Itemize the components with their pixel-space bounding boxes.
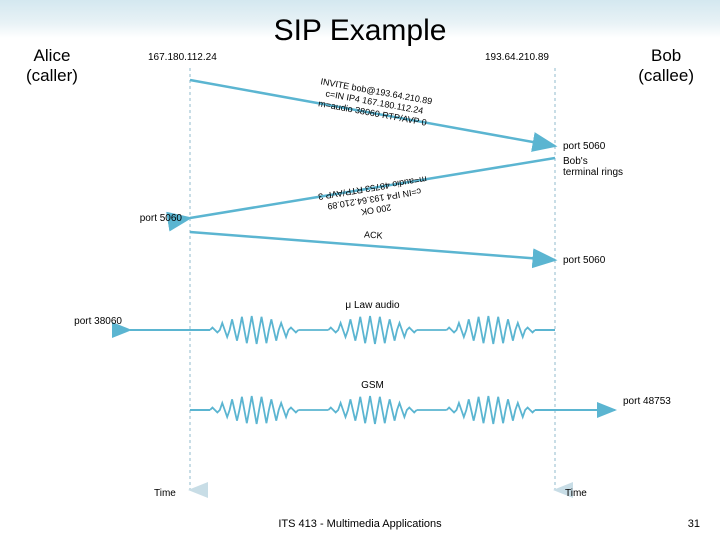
msg-text-2-0: ACK xyxy=(364,229,383,240)
port-label-2: port 5060 xyxy=(563,255,606,266)
msg-note-0-0: Bob's xyxy=(563,156,588,167)
audio-label-0: μ Law audio xyxy=(345,300,400,311)
audio-label-1: GSM xyxy=(361,380,384,391)
time-label-alice: Time xyxy=(154,488,176,499)
port-label-1: port 5060 xyxy=(140,213,183,224)
audio-wave-0 xyxy=(210,316,535,344)
bob-ip: 193.64.210.89 xyxy=(485,52,549,63)
alice-ip: 167.180.112.24 xyxy=(148,52,217,63)
sequence-diagram: 167.180.112.24193.64.210.89INVITE bob@19… xyxy=(0,50,720,520)
time-label-bob: Time xyxy=(565,488,587,499)
audio-wave-1 xyxy=(210,396,535,424)
port-label-0: port 5060 xyxy=(563,141,606,152)
msg-note-0-1: terminal rings xyxy=(563,167,623,178)
page-title: SIP Example xyxy=(0,14,720,48)
audio-port-0: port 38060 xyxy=(74,316,122,327)
audio-port-1: port 48753 xyxy=(623,396,671,407)
